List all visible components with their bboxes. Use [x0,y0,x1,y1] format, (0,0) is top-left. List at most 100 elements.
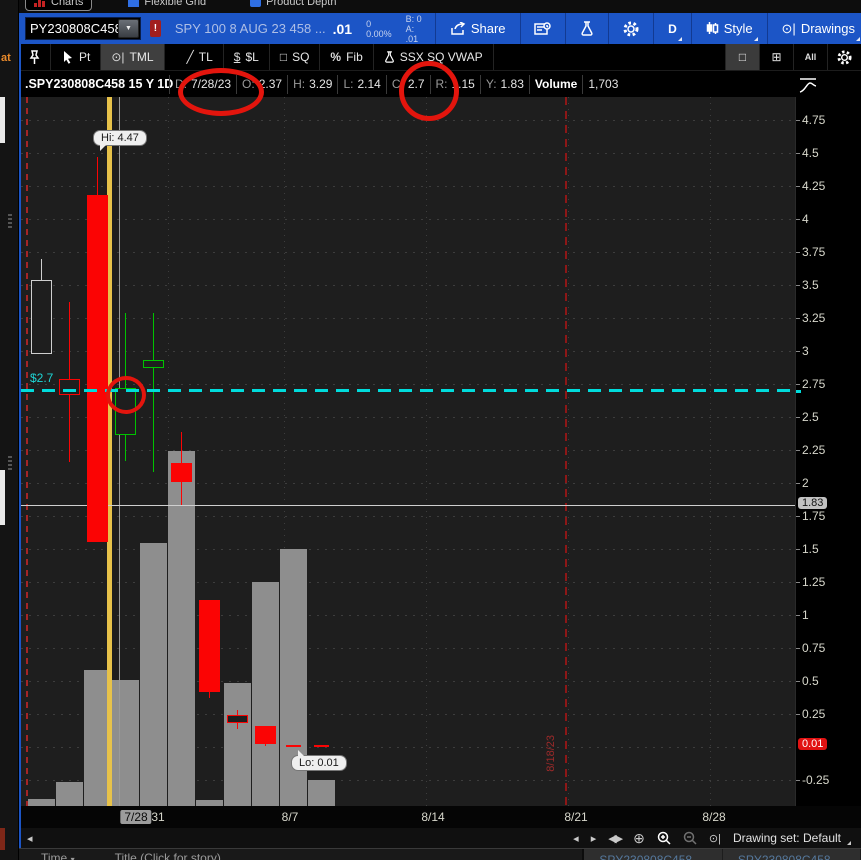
y-axis-label: -0.25 [802,773,830,787]
settings-button[interactable] [827,44,861,70]
gridline [21,549,795,550]
y-axis-tick [796,153,800,154]
expiration-marker-line [26,97,28,806]
bid-ask-stack: B: 0 A: .01 [406,14,427,44]
percent-icon: % [330,50,342,64]
bar-chart-icon [34,0,46,7]
tool-label: TML [129,50,154,64]
grid-layout-button[interactable]: ⊞ [759,44,793,70]
y-axis-label: 1 [802,608,809,622]
square-icon: □ [279,50,288,64]
candle [314,745,329,747]
style-label: Style [723,21,753,36]
analysis-button[interactable] [574,13,600,44]
symbol-tab[interactable]: .SPY230808C458 [723,849,861,860]
y-axis-tick [796,549,800,550]
y-axis-tick [796,285,800,286]
depth-icon [250,0,262,7]
pin-icon [29,49,40,64]
candle [199,600,220,692]
drawing-set-selector[interactable]: Drawing set: Default [733,831,852,845]
time-axis[interactable]: 7/28 31 8/7 8/14 8/21 8/28 [21,806,861,828]
y-axis-label: 0.25 [802,707,826,721]
y-axis-label: 0.5 [802,674,819,688]
fib-tool-button[interactable]: % Fib [320,44,374,70]
alert-price-line[interactable] [21,389,795,392]
vertical-line-drawing[interactable] [107,97,112,806]
change-value: 0 [366,18,372,29]
pan-left-icon[interactable]: ◂ [573,832,579,845]
volume-bar [224,683,251,806]
zoom-out-icon[interactable] [683,831,697,845]
low-annotation-bubble: Lo: 0.01 [291,750,347,771]
dollar-icon: $ [233,50,241,64]
maximize-button[interactable]: □ [725,44,759,70]
crosshair-mode-icon[interactable]: ⊕ [633,829,645,846]
tab-product-depth[interactable]: Product Depth [242,0,344,10]
symbol-tab[interactable]: .SPY230808C458 [584,849,723,860]
gridline [21,384,795,385]
style-button[interactable]: Style [700,13,759,44]
scroll-left-icon[interactable]: ◂ [27,832,33,845]
y-axis-label: 2 [802,476,809,490]
all-icon: All [804,52,817,62]
news-title-column[interactable]: Title (Click for story) [114,851,221,860]
drawings-button[interactable]: ⊙| Drawings [776,13,861,44]
tool-label: SQ [292,50,310,64]
grid-layout-icon: ⊞ [771,50,782,64]
pattern-icon[interactable] [797,76,819,96]
dollar-line-tool-button[interactable]: $ $L [224,44,270,70]
alert-badge-icon[interactable]: ! [150,20,161,37]
bid-value: B: 0 [405,13,422,24]
symbol-input[interactable]: PY230808C458 ▼ [25,17,141,40]
panel-grip-handle[interactable] [8,456,12,472]
trendline-tool-button[interactable]: ╱ TL [177,44,224,70]
chart-plot-area[interactable]: 8/18/23 $2.7 Hi: 4.47 Lo: 0.01 [21,97,795,806]
grid-icon [128,0,140,7]
x-axis-label: 31 [151,810,165,824]
panel-grip-handle[interactable] [8,214,12,230]
gridline [21,780,795,781]
gridline [21,516,795,517]
prev-close-line [21,505,795,506]
tab-charts[interactable]: Charts [25,0,93,11]
price-axis[interactable]: 1.83 0.01 4.75 4.5 4.25 4 3.75 3.5 3.25 3 2.75 2.… [795,97,861,806]
gridline [21,615,795,616]
tool-label: Pt [79,50,91,64]
apply-all-button[interactable]: All [793,44,827,70]
pointer-tool-button[interactable]: Pt [51,44,102,70]
tab-flexible-grid[interactable]: Flexible Grid [120,0,214,10]
pin-button[interactable] [19,44,51,70]
gridline [21,252,795,253]
news-time-column[interactable]: Time ▾ [41,851,75,860]
crosshair-vertical-line [119,97,120,806]
symbol-dropdown-button[interactable]: ▼ [118,19,139,38]
y-axis-tick [796,219,800,220]
auto-fit-icon[interactable]: ◀▶ [608,832,623,845]
zoom-in-icon[interactable] [657,831,671,845]
calendar-clock-icon [534,21,552,35]
drawings-icon: ⊙| [781,20,796,36]
alert-price-label: $2.7 [30,371,54,385]
timeframe-button[interactable]: D [662,13,683,44]
y-axis-label: 1.75 [802,509,826,523]
drawing-set-icon[interactable]: ⊙| [708,832,721,845]
gridline [426,97,427,806]
tml-tool-button[interactable]: ⊙| TML [101,44,165,70]
y-axis-label: 2.25 [802,443,826,457]
candle [227,715,248,723]
chart-settings-button[interactable] [617,13,645,44]
vwap-study-button[interactable]: SSX SQ VWAP [374,44,494,70]
events-button[interactable] [528,13,557,44]
gridline [21,483,795,484]
y-axis-tick [796,615,800,616]
annotation-circle-candle [106,376,146,414]
share-button[interactable]: Share [444,13,512,44]
annotation-circle-date [178,68,264,116]
linked-symbol-tabs: .SPY230808C458 .SPY230808C458 [582,849,861,860]
pan-right-icon[interactable]: ▸ [590,832,597,845]
square-tool-button[interactable]: □ SQ [270,44,321,70]
window-edge-sliver [0,470,5,525]
volume-bar [168,451,195,806]
alert-axis-tick [796,390,801,393]
